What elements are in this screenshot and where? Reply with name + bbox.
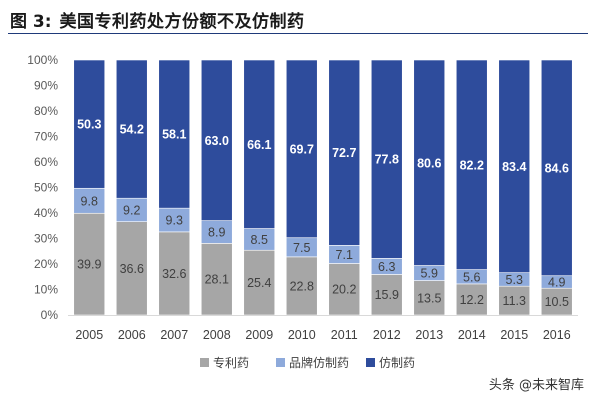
legend-swatch — [366, 358, 375, 367]
x-tick-label: 2009 — [245, 328, 273, 342]
data-label: 9.2 — [123, 203, 140, 217]
data-label: 9.3 — [166, 214, 183, 228]
data-label: 69.7 — [290, 142, 314, 156]
data-label: 32.6 — [162, 267, 186, 281]
bar-segment — [370, 274, 403, 316]
data-label: 54.2 — [120, 123, 144, 137]
y-tick-label: 20% — [34, 257, 58, 271]
y-tick-label: 10% — [34, 283, 58, 297]
bar-segment — [370, 59, 403, 259]
x-tick-label: 2016 — [543, 328, 571, 342]
data-label: 36.6 — [120, 262, 144, 276]
title-divider — [8, 33, 588, 34]
bar-segment — [158, 59, 191, 209]
data-label: 8.9 — [208, 225, 225, 239]
data-label: 11.3 — [503, 294, 526, 308]
figure-label: 图 3: — [10, 11, 52, 32]
data-label: 28.1 — [205, 273, 229, 287]
data-label: 72.7 — [332, 146, 356, 160]
y-tick-label: 100% — [27, 53, 58, 67]
y-tick-label: 0% — [41, 308, 59, 322]
legend-label: 品牌仿制药 — [289, 356, 349, 370]
x-tick-label: 2013 — [415, 328, 443, 342]
data-label: 39.9 — [77, 258, 101, 272]
bar-segment — [158, 231, 191, 316]
legend-swatch — [276, 358, 285, 367]
bar-segment — [285, 59, 318, 239]
legend-label: 仿制药 — [379, 356, 415, 370]
data-label: 50.3 — [77, 118, 101, 132]
x-tick-label: 2012 — [373, 328, 401, 342]
data-label: 8.5 — [251, 233, 268, 247]
y-tick-label: 50% — [34, 181, 58, 195]
bar-segment — [328, 263, 361, 316]
bar-segment — [328, 59, 361, 246]
data-label: 77.8 — [375, 153, 399, 167]
y-tick-label: 70% — [34, 130, 58, 144]
x-tick-label: 2007 — [160, 328, 188, 342]
data-label: 7.5 — [293, 241, 310, 255]
y-tick-label: 80% — [34, 104, 58, 118]
bar-segment — [73, 187, 106, 214]
data-label: 82.2 — [460, 158, 484, 172]
data-label: 12.2 — [460, 293, 484, 307]
y-tick-label: 40% — [34, 206, 58, 220]
data-label: 6.3 — [378, 260, 395, 274]
bar-segment — [115, 59, 148, 199]
legend-swatch — [200, 358, 209, 367]
bar-segment — [498, 59, 531, 273]
bar-segment — [540, 59, 573, 277]
data-label: 10.5 — [545, 295, 569, 309]
x-tick-label: 2010 — [288, 328, 316, 342]
data-label: 84.6 — [545, 161, 569, 175]
bar-segment — [455, 283, 488, 316]
y-tick-label: 60% — [34, 155, 58, 169]
bar-segment — [200, 59, 233, 221]
bar-segment — [243, 59, 276, 229]
data-label: 66.1 — [247, 138, 271, 152]
x-tick-label: 2005 — [75, 328, 103, 342]
data-label: 9.8 — [81, 194, 98, 208]
figure-title-text: 美国专利药处方份额不及仿制药 — [59, 11, 305, 32]
x-tick-label: 2006 — [118, 328, 146, 342]
data-label: 4.9 — [548, 275, 565, 289]
legend-label: 专利药 — [213, 355, 249, 370]
x-tick-label: 2008 — [203, 328, 231, 342]
data-label: 20.2 — [332, 283, 356, 297]
figure-title: 图 3: 美国专利药处方份额不及仿制药 — [10, 6, 305, 32]
bar-segment — [413, 59, 446, 266]
bar-segment — [243, 249, 276, 316]
data-label: 7.1 — [336, 248, 353, 262]
data-label: 25.4 — [247, 276, 271, 290]
bar-segment — [455, 59, 488, 270]
data-label: 58.1 — [162, 128, 186, 142]
data-label: 15.9 — [375, 288, 399, 302]
watermark: 头条 @未来智库 — [488, 378, 584, 393]
bar-segment — [200, 243, 233, 316]
bar-segment — [115, 221, 148, 316]
y-tick-label: 90% — [34, 79, 58, 93]
data-label: 5.9 — [421, 267, 438, 281]
data-label: 5.6 — [463, 270, 480, 284]
x-tick-label: 2014 — [458, 328, 486, 342]
bar-segment — [73, 212, 106, 316]
data-label: 13.5 — [417, 291, 441, 305]
data-label: 5.3 — [506, 273, 523, 287]
bar-segment — [498, 285, 531, 316]
data-label: 80.6 — [417, 156, 441, 170]
y-tick-label: 30% — [34, 232, 58, 246]
data-label: 22.8 — [290, 279, 314, 293]
data-label: 83.4 — [502, 160, 526, 174]
data-label: 63.0 — [205, 134, 229, 148]
bar-segment — [285, 256, 318, 316]
x-tick-label: 2011 — [331, 328, 358, 342]
bar-segment — [73, 59, 106, 189]
x-tick-label: 2015 — [500, 328, 528, 342]
